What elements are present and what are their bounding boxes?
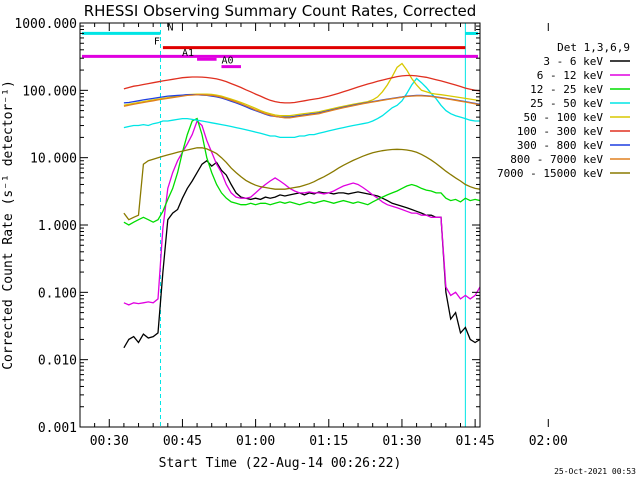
- x-axis-label: Start Time (22-Aug-14 00:26:22): [159, 456, 402, 471]
- legend-label: 25 - 50 keV: [530, 97, 603, 110]
- y-tick-label: 100.000: [22, 84, 77, 99]
- status-marker-label: A0: [221, 56, 233, 67]
- status-marker-label: A1: [182, 48, 194, 59]
- legend-label: 12 - 25 keV: [530, 83, 603, 96]
- y-tick-label: 0.010: [38, 354, 77, 369]
- y-tick-label: 10.000: [30, 152, 77, 167]
- y-tick-label: 1000.000: [14, 17, 77, 32]
- y-axis-label: Corrected Count Rate (s⁻¹ detector⁻¹): [1, 80, 16, 370]
- status-marker-label: F: [154, 37, 160, 48]
- chart-title: RHESSI Observing Summary Count Rates, Co…: [84, 2, 477, 20]
- legend-label: 300 - 800 keV: [517, 139, 603, 152]
- y-axis: 0.001 0.010 0.100 1.000 10.000 100.000 1000.00…: [14, 17, 480, 436]
- series-line-4: [123, 77, 480, 139]
- legend-title: Det 1,3,6,9: [557, 41, 630, 54]
- vertical-lines: [159, 23, 466, 427]
- y-tick-label: 0.001: [38, 421, 77, 436]
- legend-label: 800 - 7000 keV: [510, 153, 603, 166]
- y-tick-label: 1.000: [38, 219, 77, 234]
- series-line-9: [123, 147, 480, 221]
- legend-label: 6 - 12 keV: [537, 69, 604, 82]
- legend-label: 100 - 300 keV: [517, 125, 603, 138]
- x-tick-label: 00:30: [90, 434, 129, 449]
- legend-label: 50 - 100 keV: [524, 111, 604, 124]
- footer-timestamp: 25-Oct-2021 00:53: [554, 467, 636, 476]
- x-tick-label: 01:30: [382, 434, 421, 449]
- x-axis: 00:30 00:45 01:00 01:15 01:30 01:45 02:00: [90, 23, 568, 449]
- legend-label: 3 - 6 keV: [543, 55, 603, 68]
- series-line-8: [123, 94, 480, 119]
- x-tick-label: 01:15: [309, 434, 348, 449]
- x-tick-label: 01:45: [456, 434, 495, 449]
- legend-label: 7000 - 15000 keV: [497, 167, 603, 180]
- y-tick-label: 0.100: [38, 286, 77, 301]
- series-line-3: [123, 117, 480, 226]
- markers-group: NF A1 A0: [82, 22, 478, 69]
- series-line-6: [123, 74, 480, 104]
- series-group: [123, 62, 480, 349]
- x-tick-label: 01:00: [236, 434, 275, 449]
- plot-area: NF A1 A0: [79, 22, 481, 428]
- series-line-1: [123, 159, 480, 349]
- status-marker-label: N: [167, 22, 173, 33]
- x-tick-label: 00:45: [163, 434, 202, 449]
- x-tick-label: 02:00: [529, 434, 568, 449]
